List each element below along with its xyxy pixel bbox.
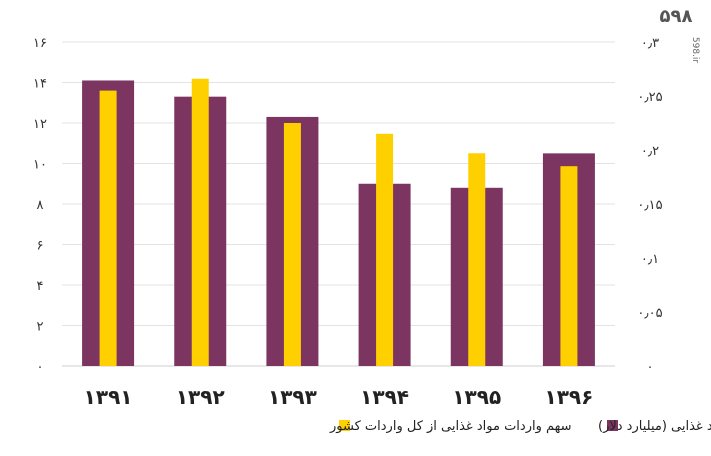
logo-mark: ۵۹۸: [660, 6, 693, 27]
left-tick-label: ۴: [37, 279, 44, 294]
left-tick-label: ۸: [37, 198, 44, 213]
left-tick-label: ۱۶: [33, 36, 47, 51]
bars: [82, 78, 595, 367]
right-tick-label: ۰٫۲: [641, 144, 659, 159]
left-axis: ۰ ۲ ۴ ۶ ۸ ۱۰ ۱۲ ۱۴ ۱۶: [33, 36, 47, 375]
bar-share: [560, 166, 578, 366]
gridlines: [62, 41, 615, 367]
legend: ارزش واردات مواد غذایی (میلیارد دلار) سه…: [329, 419, 711, 434]
bar-share: [99, 90, 117, 366]
category-label: ۱۳۹۲: [176, 385, 225, 409]
site-logo: ۵۹۸ 598.ir: [660, 6, 700, 63]
category-label: ۱۳۹۱: [84, 385, 133, 409]
right-axis: ۰ ۰٫۰۵ ۰٫۱ ۰٫۱۵ ۰٫۲ ۰٫۲۵ ۰٫۳: [637, 36, 662, 375]
left-tick-label: ۱۴: [33, 77, 47, 92]
left-tick-label: ۶: [37, 239, 44, 254]
left-tick-label: ۲: [37, 320, 44, 335]
left-tick-label: ۱۲: [33, 117, 47, 132]
right-tick-label: ۰: [647, 360, 654, 375]
category-label: ۱۳۹۶: [545, 385, 594, 409]
category-label: ۱۳۹۴: [360, 385, 409, 409]
right-tick-label: ۰٫۳: [641, 36, 659, 51]
logo-site: 598.ir: [690, 37, 700, 64]
bar-share: [468, 153, 486, 366]
legend-swatch-value: [607, 420, 618, 431]
legend-swatch-share: [339, 420, 350, 431]
right-tick-label: ۰٫۰۵: [637, 306, 662, 321]
legend-label-value: ارزش واردات مواد غذایی (میلیارد دلار): [598, 419, 711, 434]
left-tick-label: ۱۰: [33, 158, 47, 173]
category-label: ۱۳۹۳: [268, 385, 317, 409]
bar-share: [376, 133, 394, 366]
category-axis: ۱۳۹۱ ۱۳۹۲ ۱۳۹۳ ۱۳۹۴ ۱۳۹۵ ۱۳۹۶: [84, 385, 594, 409]
category-label: ۱۳۹۵: [452, 385, 501, 409]
bar-share: [191, 78, 209, 366]
bar-share: [283, 123, 301, 366]
legend-label-share: سهم واردات مواد غذایی از کل واردات کشور: [329, 419, 572, 434]
right-tick-label: ۰٫۱: [641, 252, 659, 267]
left-tick-label: ۰: [37, 360, 44, 375]
right-tick-label: ۰٫۱۵: [637, 198, 662, 213]
right-tick-label: ۰٫۲۵: [637, 90, 662, 105]
